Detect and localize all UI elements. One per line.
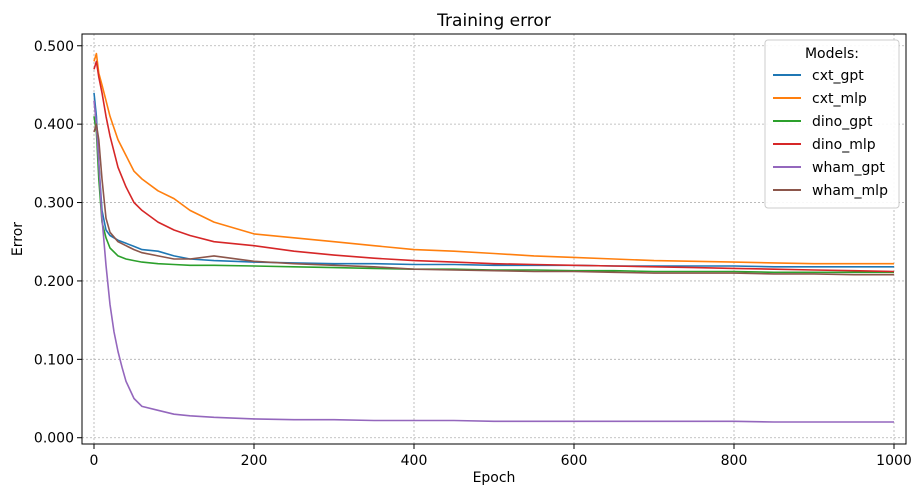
series-line-dino_gpt — [93, 116, 894, 274]
y-tick-label: 0.000 — [34, 431, 74, 447]
legend-label-cxt_mlp: cxt_mlp — [812, 91, 867, 107]
y-tick-label: 0.400 — [34, 117, 74, 133]
x-tick-label: 600 — [561, 453, 588, 469]
y-tick-label: 0.200 — [34, 274, 74, 290]
legend: Models: cxt_gpt cxt_mlp dino_gpt dino_mlpwh… — [764, 39, 900, 209]
legend-title: Models: — [805, 46, 859, 62]
legend-label-wham_mlp: wham_mlp — [812, 183, 888, 199]
y-axis-label: Error — [10, 222, 26, 256]
y-tick-label: 0.500 — [34, 39, 74, 55]
x-tick-label: 400 — [401, 453, 428, 469]
series-lines — [93, 52, 895, 423]
x-axis-label: Epoch — [473, 470, 516, 486]
x-tick-label: 800 — [721, 453, 748, 469]
series-line-wham_gpt — [93, 100, 894, 423]
series-line-dino_mlp — [93, 60, 895, 273]
y-tick-label: 0.100 — [34, 352, 74, 368]
y-tick-label: 0.300 — [34, 196, 74, 212]
ticks: 0 200 400 600 800 1000 0.000 0.100 0.200 0.300 0.4… — [34, 39, 912, 469]
legend-label-dino_mlp: dino_mlp — [812, 137, 876, 153]
series-line-wham_mlp — [93, 123, 894, 276]
x-tick-label: 0 — [90, 453, 99, 469]
series-line-cxt_mlp — [93, 52, 894, 265]
x-tick-label: 200 — [241, 453, 268, 469]
legend-label-dino_gpt: dino_gpt — [812, 114, 873, 130]
grid — [82, 34, 906, 444]
legend-label-wham_gpt: wham_gpt — [812, 160, 885, 176]
x-tick-label: 1000 — [876, 453, 912, 469]
legend-label-cxt_gpt: cxt_gpt — [812, 68, 864, 84]
plot-frame — [81, 33, 907, 445]
chart-title: Training error — [436, 11, 551, 31]
